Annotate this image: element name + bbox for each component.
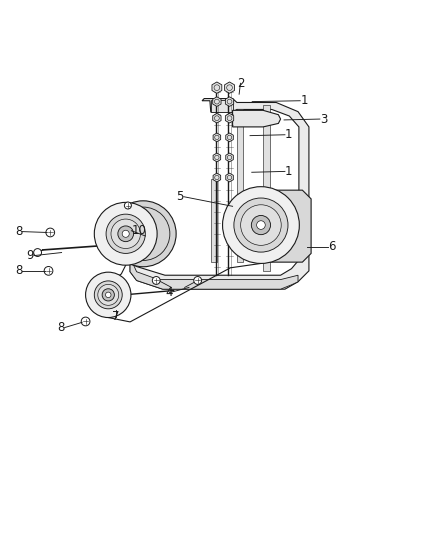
Circle shape [152,277,160,285]
Polygon shape [262,105,269,271]
Polygon shape [212,173,220,182]
Text: 3: 3 [319,112,326,126]
Polygon shape [212,114,221,123]
Polygon shape [210,179,217,262]
Circle shape [233,198,287,252]
Circle shape [117,226,133,241]
Text: 9: 9 [27,249,34,262]
Circle shape [111,219,140,248]
Text: 8: 8 [15,225,22,238]
Text: 1: 1 [284,128,292,141]
Circle shape [122,230,129,237]
Polygon shape [210,100,232,112]
Polygon shape [225,114,233,123]
Circle shape [106,214,145,253]
Circle shape [94,281,122,309]
Polygon shape [225,173,233,182]
Text: 5: 5 [176,190,184,203]
Text: 6: 6 [327,240,335,253]
Polygon shape [212,82,221,93]
Circle shape [240,205,281,245]
Polygon shape [225,153,233,162]
Text: 1: 1 [300,94,307,107]
Circle shape [222,187,299,263]
Circle shape [251,215,270,235]
Circle shape [110,201,176,266]
Circle shape [46,228,54,237]
Circle shape [124,202,131,209]
Text: 8: 8 [57,321,64,334]
Circle shape [102,289,114,301]
Circle shape [85,272,131,318]
Polygon shape [225,133,233,142]
Polygon shape [212,133,220,142]
Polygon shape [237,109,243,262]
Circle shape [98,285,118,305]
Text: 8: 8 [15,264,22,277]
Circle shape [34,248,42,256]
Polygon shape [224,82,234,93]
Text: 10: 10 [131,224,146,237]
Text: 2: 2 [236,77,244,90]
Polygon shape [265,190,311,262]
Circle shape [105,292,111,297]
Polygon shape [232,110,280,127]
Polygon shape [130,99,308,289]
Circle shape [94,203,157,265]
Circle shape [44,266,53,275]
Text: 7: 7 [112,310,119,323]
Polygon shape [212,153,220,162]
Polygon shape [130,262,297,289]
Circle shape [256,221,265,229]
Text: 4: 4 [165,286,173,299]
Circle shape [193,277,201,285]
Polygon shape [212,97,221,107]
Circle shape [81,317,90,326]
Text: 1: 1 [284,165,292,178]
Polygon shape [225,97,233,107]
